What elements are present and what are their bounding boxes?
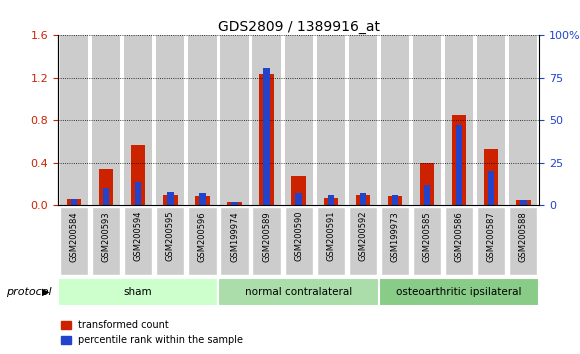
Bar <box>227 202 242 205</box>
Bar <box>317 35 345 205</box>
Bar <box>188 35 216 205</box>
Bar <box>349 35 377 205</box>
FancyBboxPatch shape <box>445 207 473 275</box>
Legend: transformed count, percentile rank within the sample: transformed count, percentile rank withi… <box>57 316 247 349</box>
Bar <box>92 35 120 205</box>
FancyBboxPatch shape <box>477 207 505 275</box>
Bar <box>324 198 338 205</box>
Bar <box>285 35 313 205</box>
Bar <box>163 195 177 205</box>
Text: ▶: ▶ <box>42 287 49 297</box>
Bar <box>516 200 531 205</box>
FancyBboxPatch shape <box>413 207 441 275</box>
FancyBboxPatch shape <box>381 207 409 275</box>
Text: GSM200589: GSM200589 <box>262 211 271 262</box>
Bar <box>445 35 473 205</box>
Bar <box>488 171 495 205</box>
Bar <box>360 193 366 205</box>
Bar <box>392 195 398 205</box>
Bar <box>67 199 81 205</box>
FancyBboxPatch shape <box>92 207 120 275</box>
Text: osteoarthritic ipsilateral: osteoarthritic ipsilateral <box>396 287 522 297</box>
Text: GSM199973: GSM199973 <box>390 211 400 262</box>
Bar <box>103 188 110 205</box>
Bar <box>413 35 441 205</box>
Text: GSM199974: GSM199974 <box>230 211 239 262</box>
Bar <box>328 195 334 205</box>
Bar <box>231 202 238 205</box>
Bar <box>477 35 505 205</box>
Text: GSM200594: GSM200594 <box>134 211 143 262</box>
Bar <box>252 35 281 205</box>
FancyBboxPatch shape <box>349 207 377 275</box>
Bar <box>220 35 249 205</box>
Title: GDS2809 / 1389916_at: GDS2809 / 1389916_at <box>218 21 380 34</box>
Text: GSM200591: GSM200591 <box>327 211 335 262</box>
Text: GSM200590: GSM200590 <box>294 211 303 262</box>
FancyBboxPatch shape <box>509 207 538 275</box>
FancyBboxPatch shape <box>379 278 539 306</box>
Bar <box>520 200 527 205</box>
FancyBboxPatch shape <box>58 278 219 306</box>
FancyBboxPatch shape <box>285 207 313 275</box>
Bar <box>99 169 113 205</box>
Text: normal contralateral: normal contralateral <box>245 287 352 297</box>
Text: GSM200595: GSM200595 <box>166 211 175 262</box>
FancyBboxPatch shape <box>317 207 345 275</box>
Text: GSM200596: GSM200596 <box>198 211 207 262</box>
Bar <box>452 115 466 205</box>
Text: GSM200585: GSM200585 <box>423 211 432 262</box>
Bar <box>509 35 538 205</box>
Bar <box>156 35 184 205</box>
Bar <box>381 35 409 205</box>
FancyBboxPatch shape <box>124 207 153 275</box>
Text: protocol: protocol <box>6 287 52 297</box>
Bar <box>292 176 306 205</box>
Text: GSM200592: GSM200592 <box>358 211 367 262</box>
Bar <box>60 35 88 205</box>
Bar <box>388 196 402 205</box>
FancyBboxPatch shape <box>252 207 281 275</box>
Bar <box>420 163 434 205</box>
FancyBboxPatch shape <box>60 207 88 275</box>
Bar <box>167 192 173 205</box>
Bar <box>71 199 77 205</box>
Bar <box>131 145 146 205</box>
Text: GSM200584: GSM200584 <box>70 211 78 262</box>
Bar <box>295 193 302 205</box>
FancyBboxPatch shape <box>188 207 216 275</box>
FancyBboxPatch shape <box>220 207 249 275</box>
Text: sham: sham <box>124 287 153 297</box>
Text: GSM200587: GSM200587 <box>487 211 496 262</box>
Bar <box>195 196 209 205</box>
Bar <box>135 182 142 205</box>
FancyBboxPatch shape <box>219 278 379 306</box>
Bar <box>124 35 153 205</box>
Text: GSM200593: GSM200593 <box>102 211 111 262</box>
Text: GSM200586: GSM200586 <box>455 211 463 262</box>
Bar <box>259 74 274 205</box>
Bar <box>484 149 498 205</box>
FancyBboxPatch shape <box>156 207 184 275</box>
Text: GSM200588: GSM200588 <box>519 211 528 262</box>
Bar <box>356 195 370 205</box>
Bar <box>199 193 206 205</box>
Bar <box>424 185 430 205</box>
Bar <box>263 68 270 205</box>
Bar <box>456 125 462 205</box>
